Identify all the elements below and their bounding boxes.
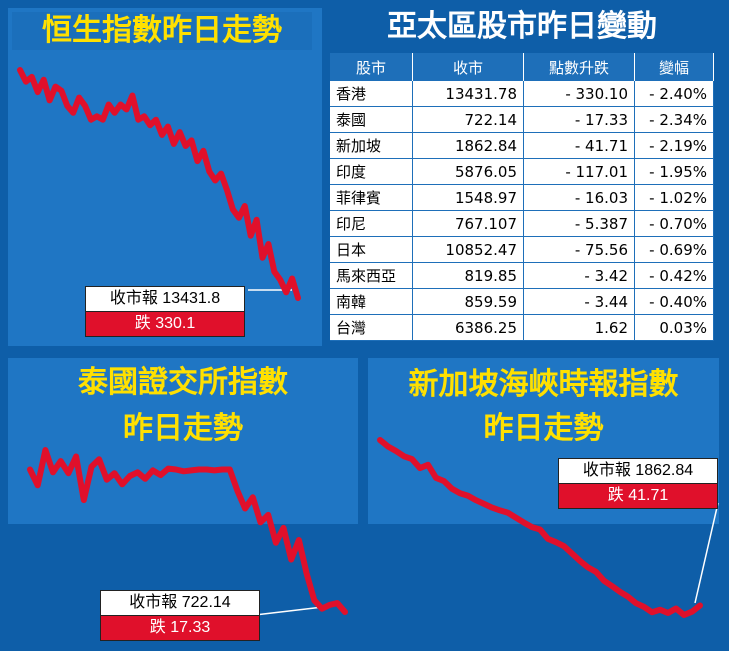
- table-row: 香港 13431.78- 330.10- 2.40%: [330, 81, 714, 107]
- pct-value: 0.03%: [634, 314, 714, 341]
- close-value: 722.14: [412, 106, 524, 133]
- market-name: 香港: [330, 81, 413, 107]
- pct-value: - 1.02%: [634, 184, 714, 211]
- pct-value: - 2.34%: [634, 106, 714, 133]
- set-close-label: 收市報 722.14: [100, 590, 260, 616]
- close-value: 10852.47: [412, 236, 524, 263]
- change-value: - 16.03: [523, 184, 635, 211]
- close-value: 859.59: [412, 288, 524, 315]
- table-header-row: 股市 收市 點數升跌 變幅: [330, 53, 714, 81]
- pct-value: - 0.69%: [634, 236, 714, 263]
- hsi-title: 恒生指數昨日走勢: [12, 12, 312, 50]
- set-change-label: 跌 17.33: [100, 616, 260, 641]
- table-row: 印尼 767.107- 5.387- 0.70%: [330, 210, 714, 237]
- change-value: - 75.56: [523, 236, 635, 263]
- change-value: - 117.01: [523, 158, 635, 185]
- close-value: 5876.05: [412, 158, 524, 185]
- hsi-change-label: 跌 330.1: [85, 312, 245, 337]
- close-value: 1862.84: [412, 132, 524, 159]
- table-row: 台灣 6386.25 1.62 0.03%: [330, 314, 714, 341]
- pct-value: - 0.40%: [634, 288, 714, 315]
- table-row: 泰國 722.14- 17.33- 2.34%: [330, 106, 714, 133]
- market-name: 印尼: [330, 210, 413, 237]
- set-title-line1: 泰國證交所指數: [78, 365, 288, 400]
- header-change: 點數升跌: [523, 53, 635, 81]
- table-row: 日本 10852.47- 75.56- 0.69%: [330, 236, 714, 263]
- change-value: - 5.387: [523, 210, 635, 237]
- set-title-line2: 昨日走勢: [123, 411, 243, 446]
- close-value: 819.85: [412, 262, 524, 289]
- close-value: 13431.78: [412, 81, 524, 107]
- pct-value: - 0.70%: [634, 210, 714, 237]
- hsi-close-label: 收市報 13431.8: [85, 286, 245, 312]
- pct-value: - 1.95%: [634, 158, 714, 185]
- change-value: - 330.10: [523, 81, 635, 107]
- sti-label: 收市報 1862.84 跌 41.71: [558, 458, 718, 509]
- set-panel: [8, 358, 358, 524]
- table-row: 馬來西亞 819.85- 3.42- 0.42%: [330, 262, 714, 289]
- sti-close-label: 收市報 1862.84: [558, 458, 718, 484]
- change-value: - 3.42: [523, 262, 635, 289]
- change-value: - 3.44: [523, 288, 635, 315]
- change-value: - 17.33: [523, 106, 635, 133]
- change-value: - 41.71: [523, 132, 635, 159]
- pct-value: - 0.42%: [634, 262, 714, 289]
- set-line: [27, 447, 348, 615]
- market-name: 菲律賓: [330, 184, 413, 211]
- asia-table: 股市 收市 點數升跌 變幅 香港 13431.78- 330.10- 2.40% 泰…: [330, 53, 714, 341]
- sti-change-label: 跌 41.71: [558, 484, 718, 509]
- hsi-line: [17, 67, 301, 301]
- header-pct: 變幅: [634, 53, 714, 81]
- sti-title-line2: 昨日走勢: [483, 411, 604, 446]
- market-name: 南韓: [330, 288, 413, 315]
- asia-title: 亞太區股市昨日變動: [387, 9, 657, 44]
- close-value: 767.107: [412, 210, 524, 237]
- header-close: 收市: [412, 53, 524, 81]
- close-value: 6386.25: [412, 314, 524, 341]
- header-market: 股市: [330, 53, 413, 81]
- set-label: 收市報 722.14 跌 17.33: [100, 590, 260, 641]
- close-value: 1548.97: [412, 184, 524, 211]
- table-row: 印度 5876.05- 117.01- 1.95%: [330, 158, 714, 185]
- table-row: 南韓 859.59- 3.44- 0.40%: [330, 288, 714, 315]
- market-name: 馬來西亞: [330, 262, 413, 289]
- market-name: 泰國: [330, 106, 413, 133]
- market-name: 日本: [330, 236, 413, 263]
- table-row: 新加坡 1862.84- 41.71- 2.19%: [330, 132, 714, 159]
- sti-line-leader: [694, 502, 719, 604]
- pct-value: - 2.19%: [634, 132, 714, 159]
- sti-line: [377, 437, 703, 618]
- market-name: 印度: [330, 158, 413, 185]
- table-row: 菲律賓 1548.97- 16.03- 1.02%: [330, 184, 714, 211]
- sti-title-line1: 新加坡海峽時報指數: [408, 367, 679, 402]
- hsi-label: 收市報 13431.8 跌 330.1: [85, 286, 245, 337]
- market-name: 新加坡: [330, 132, 413, 159]
- pct-value: - 2.40%: [634, 81, 714, 107]
- market-name: 台灣: [330, 314, 413, 341]
- change-value: 1.62: [523, 314, 635, 341]
